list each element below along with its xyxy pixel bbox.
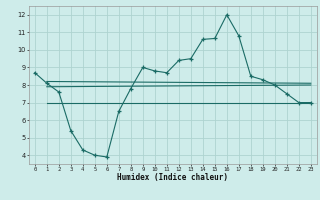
X-axis label: Humidex (Indice chaleur): Humidex (Indice chaleur) [117,173,228,182]
